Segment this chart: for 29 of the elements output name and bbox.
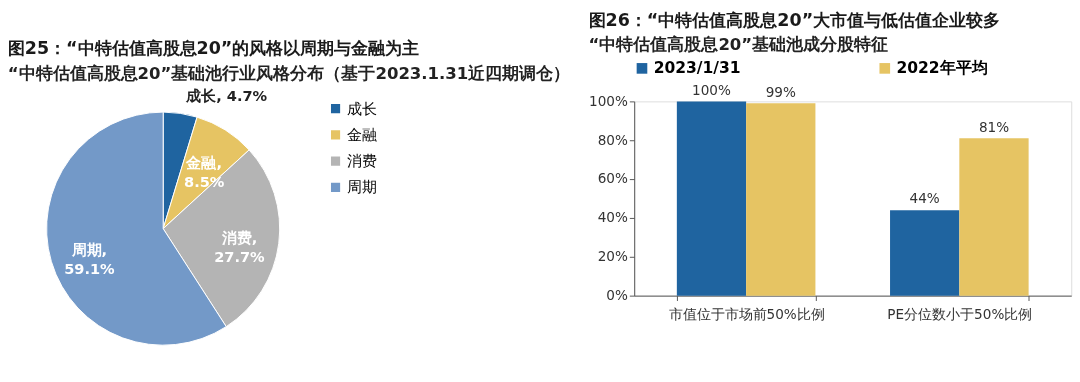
- chart-title: 图26：“中特估值高股息20”大市值与低估值企业较多: [588, 9, 1001, 30]
- bar: [959, 138, 1029, 296]
- x-tick-label: 市值位于市场前50%比例: [668, 306, 825, 323]
- chart-subtitle: “中特估值高股息20”基础池行业风格分布（基于2023.1.31近四期调仓）: [7, 63, 571, 83]
- bar: [890, 210, 960, 296]
- bar: [746, 103, 816, 296]
- legend-label: 消费: [346, 151, 377, 169]
- y-tick-label: 40%: [597, 209, 628, 226]
- legend-label: 周期: [346, 178, 377, 196]
- data-label: 成长, 4.7%: [185, 86, 268, 104]
- legend-label: 2022年平均: [896, 59, 988, 78]
- y-tick-label: 20%: [597, 248, 628, 265]
- data-label: 周期, 59.1%: [64, 241, 116, 277]
- y-tick-label: 80%: [597, 131, 628, 148]
- data-label: 100%: [692, 81, 731, 98]
- y-tick-label: 60%: [597, 170, 628, 187]
- chart-title: 图25：“中特估值高股息20”的风格以周期与金融为主: [7, 38, 420, 59]
- legend-label: 2023/1/31: [653, 59, 741, 78]
- data-label: 44%: [909, 190, 940, 207]
- chart-subtitle: “中特估值高股息20”基础池成分股特征: [588, 34, 889, 54]
- bar: [676, 101, 747, 296]
- legend-label: 成长: [346, 99, 377, 117]
- y-tick-label: 0%: [606, 287, 628, 304]
- data-label: 消费, 27.7%: [214, 229, 266, 265]
- y-tick-label: 100%: [589, 92, 628, 109]
- data-label: 81%: [978, 118, 1010, 135]
- x-tick-label: PE分位数小于50%比例: [887, 306, 1033, 323]
- legend-label: 金融: [346, 125, 377, 143]
- data-label: 99%: [765, 83, 796, 100]
